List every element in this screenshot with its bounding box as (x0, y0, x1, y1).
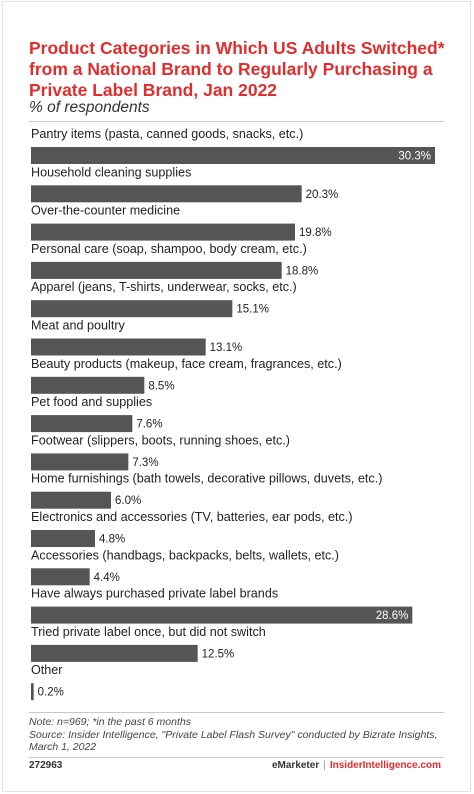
value-label: 30.3% (398, 151, 431, 163)
bar (31, 530, 95, 547)
bar (31, 223, 295, 241)
value-label: 15.1% (236, 304, 269, 316)
value-label: 7.6% (136, 419, 162, 431)
bar (31, 376, 145, 394)
value-label: 7.3% (132, 457, 158, 469)
bar (31, 453, 129, 471)
value-label: 19.8% (299, 227, 332, 239)
bar (31, 300, 233, 318)
value-label: 20.3% (306, 189, 339, 201)
bar (31, 338, 206, 356)
bar (31, 185, 302, 203)
category-label: Household cleaning supplies (31, 165, 191, 179)
value-label: 4.4% (94, 572, 120, 584)
category-label: Beauty products (makeup, face cream, fra… (31, 357, 342, 371)
bar (31, 568, 90, 586)
category-label: Tried private label once, but did not sw… (31, 625, 266, 639)
value-label: 4.8% (99, 534, 125, 546)
category-label: Meat and poultry (31, 319, 126, 333)
category-label: Pet food and supplies (31, 395, 152, 409)
bar (31, 644, 198, 662)
chart-subtitle: % of respondents (29, 99, 150, 116)
bar (31, 147, 435, 164)
bar (31, 491, 111, 509)
note-text: Note: n=969; *in the past 6 months (29, 716, 191, 728)
value-label: 13.1% (210, 342, 243, 354)
value-label: 8.5% (148, 380, 174, 392)
category-label: Accessories (handbags, backpacks, belts,… (31, 548, 339, 562)
category-label: Electronics and accessories (TV, batteri… (31, 510, 353, 524)
value-label: 28.6% (376, 610, 409, 622)
category-label: Pantry items (pasta, canned goods, snack… (31, 127, 303, 141)
category-label: Personal care (soap, shampoo, body cream… (31, 242, 307, 256)
chart-id: 272963 (29, 760, 63, 771)
bar (31, 415, 133, 433)
value-label: 0.2% (38, 687, 64, 699)
category-label: Over-the-counter medicine (31, 204, 180, 218)
category-label: Apparel (jeans, T-shirts, underwear, soc… (31, 280, 297, 294)
brand: eMarketer | InsiderIntelligence.com (272, 760, 441, 771)
bar (31, 261, 282, 279)
brand-emarketer: eMarketer (271, 760, 320, 771)
notes: Note: n=969; *in the past 6 months Sourc… (29, 716, 449, 754)
source-text: Source: Insider Intelligence, "Private L… (29, 728, 438, 754)
bar (31, 606, 413, 624)
category-label: Have always purchased private label bran… (31, 587, 278, 601)
brand-separator: | (323, 760, 326, 771)
value-label: 12.5% (202, 648, 235, 660)
category-label: Home furnishings (bath towels, decorativ… (31, 472, 382, 486)
brand-insider-intelligence: InsiderIntelligence.com (329, 760, 441, 771)
chart-title: Product Categories in Which US Adults Sw… (29, 38, 445, 100)
category-label: Other (31, 663, 63, 677)
category-label: Footwear (slippers, boots, running shoes… (31, 433, 290, 447)
footer-divider (29, 757, 444, 758)
bar (31, 683, 34, 701)
value-label: 6.0% (115, 495, 141, 507)
bottom-divider (29, 712, 444, 713)
top-divider (29, 121, 444, 122)
value-label: 18.8% (286, 265, 319, 277)
